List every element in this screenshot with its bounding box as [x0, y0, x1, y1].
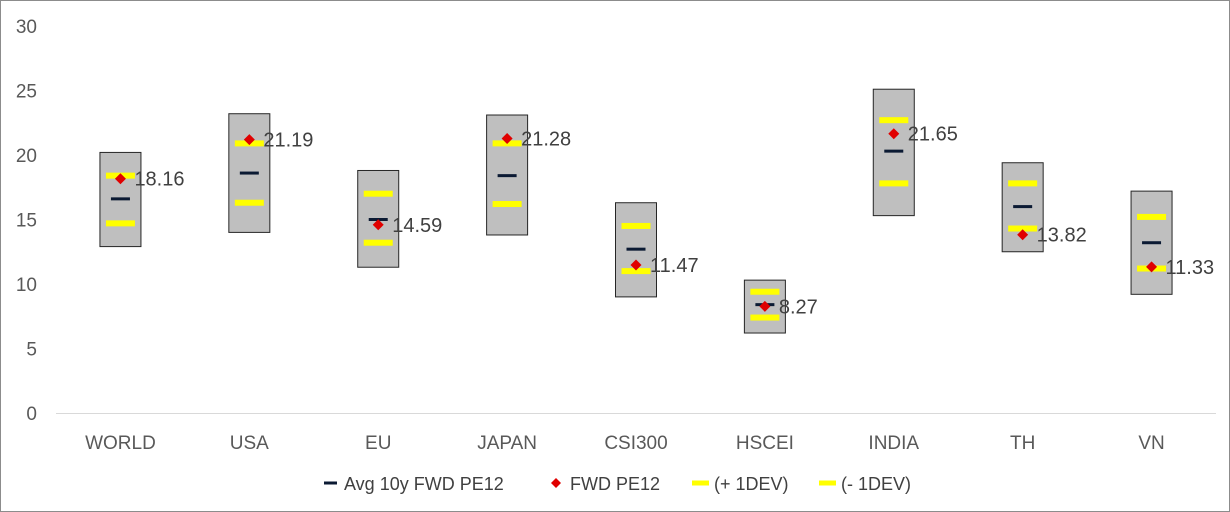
minus-1dev-marker [492, 201, 522, 208]
legend-label: Avg 10y FWD PE12 [344, 474, 504, 494]
plus-1dev-marker [750, 288, 780, 295]
x-tick-label: HSCEI [736, 433, 794, 454]
legend-swatch-fwd-pe12 [551, 478, 561, 488]
x-tick-label: CSI300 [604, 433, 667, 454]
fwd-pe12-data-label: 11.33 [1166, 257, 1215, 279]
fwd-pe12-marker [1017, 229, 1029, 241]
avg-10y-marker [1142, 241, 1162, 245]
fwd-pe12-marker [888, 128, 900, 140]
legend-label: (- 1DEV) [841, 474, 911, 494]
x-tick-label: WORLD [85, 433, 156, 454]
legend-swatch-avg-10y [324, 481, 337, 485]
minus-1dev-marker [234, 199, 264, 206]
range-box [615, 202, 657, 298]
y-tick-label: 15 [16, 211, 37, 232]
fwd-pe12-data-label: 18.16 [134, 169, 184, 191]
minus-1dev-marker [363, 239, 393, 246]
fwd-pe12-marker [1146, 261, 1158, 273]
avg-10y-marker [239, 171, 259, 175]
x-tick-label: USA [230, 433, 269, 454]
minus-1dev-marker [879, 180, 909, 187]
plus-1dev-marker [1137, 213, 1167, 220]
fwd-pe12-data-label: 11.47 [650, 255, 699, 277]
x-tick-label: JAPAN [477, 433, 537, 454]
plus-1dev-marker [879, 117, 909, 124]
fwd-pe12-data-label: 14.59 [392, 215, 442, 237]
x-tick-label: TH [1010, 433, 1035, 454]
avg-10y-marker [626, 247, 646, 251]
fwd-pe12-data-label: 21.65 [908, 124, 958, 146]
x-tick-label: VN [1138, 433, 1164, 454]
y-tick-label: 20 [16, 146, 37, 167]
plus-1dev-marker [363, 190, 393, 197]
y-tick-label: 30 [16, 17, 37, 38]
fwd-pe12-data-label: 8.27 [779, 296, 818, 318]
plus-1dev-marker [621, 222, 651, 229]
y-tick-label: 10 [16, 275, 37, 296]
avg-10y-marker [497, 174, 517, 178]
legend-label: (+ 1DEV) [714, 474, 789, 494]
fwd-pe12-marker [243, 134, 255, 146]
x-tick-label: EU [365, 433, 391, 454]
legend-swatch-plus-1dev [692, 480, 709, 486]
y-tick-label: 5 [26, 340, 37, 361]
fwd-pe12-data-label: 21.28 [521, 128, 571, 150]
minus-1dev-marker [105, 220, 135, 227]
y-tick-label: 25 [16, 82, 37, 103]
fwd-pe12-marker [372, 219, 384, 231]
fwd-pe12-marker [501, 132, 513, 144]
minus-1dev-marker [1008, 225, 1038, 232]
fwd-pe12-data-label: 13.82 [1037, 225, 1087, 247]
minus-1dev-marker [621, 268, 651, 275]
fwd-pe12-data-label: 21.19 [263, 130, 313, 152]
avg-10y-marker [884, 149, 904, 153]
plus-1dev-marker [1008, 180, 1038, 187]
fwd-pe12-marker [114, 173, 126, 185]
fwd-pe12-marker [630, 259, 642, 271]
avg-10y-marker [1013, 205, 1033, 209]
x-tick-label: INDIA [868, 433, 919, 454]
legend-label: FWD PE12 [570, 474, 660, 494]
y-tick-label: 0 [26, 404, 37, 425]
minus-1dev-marker [750, 314, 780, 321]
avg-10y-marker [110, 197, 130, 201]
legend-swatch-minus-1dev [819, 480, 836, 486]
fwd-pe12-marker [759, 300, 771, 312]
